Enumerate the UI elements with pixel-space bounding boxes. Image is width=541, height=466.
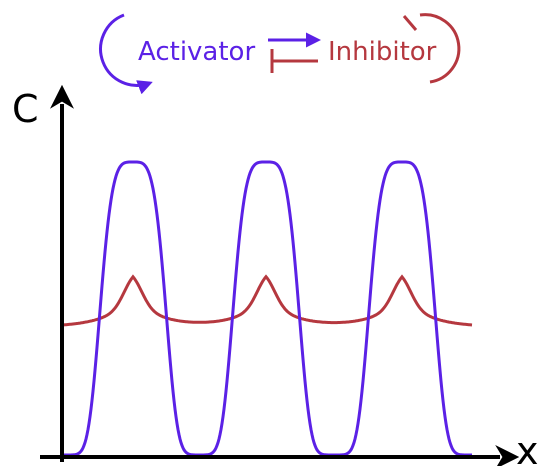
x-axis-label: x (516, 429, 539, 466)
y-axis-label: C (12, 87, 39, 131)
activator-self-loop (99, 13, 153, 95)
inhibitor-self-loop (419, 13, 461, 84)
inhibitor-self-bar (402, 15, 418, 31)
activator-label: Activator (138, 37, 255, 67)
activator-curve (62, 160, 472, 457)
inhibitor-curve (62, 274, 473, 327)
inhibitor-label: Inhibitor (328, 37, 437, 67)
